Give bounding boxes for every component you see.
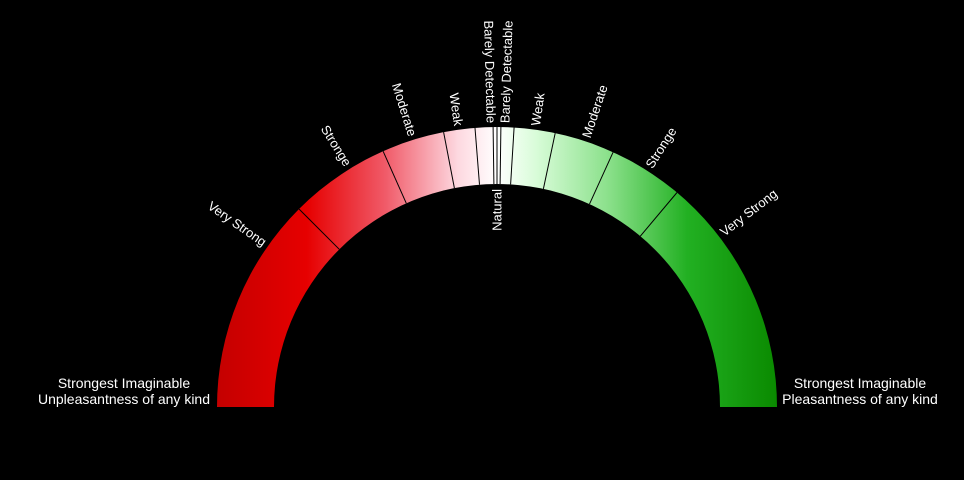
label-right-barely-detectable: Barely Detectable (497, 20, 515, 123)
divider-right-weak (542, 132, 556, 190)
divider-left-weak (474, 127, 480, 185)
right-end-label-line2: Pleasantness of any kind (782, 391, 938, 407)
label-left-moderate: Moderate (389, 81, 420, 138)
segment-dividers (298, 126, 678, 250)
left-end-label-line2: Unpleasantness of any kind (38, 391, 210, 407)
label-left-very-strong: Very Strong (205, 198, 269, 249)
divider-left-moderate (443, 132, 455, 189)
label-left-barely-detectable: Barely Detectable (481, 20, 499, 123)
divider-center-right (499, 126, 502, 185)
divider-left-stronge (382, 150, 407, 204)
label-left-weak: Weak (447, 92, 467, 127)
label-right-weak: Weak (528, 91, 548, 126)
divider-right-stronge (639, 192, 678, 237)
label-right-very-strong: Very Strong (717, 186, 780, 239)
left-end-label-line1: Strongest Imaginable (58, 375, 191, 391)
scale-arc (217, 127, 777, 407)
label-right-moderate: Moderate (579, 83, 611, 140)
label-center-natural: Natural (489, 189, 504, 231)
label-left-stronge: Stronge (318, 122, 355, 169)
divider-right-moderate (589, 151, 614, 205)
right-end-label-line1: Strongest Imaginable (794, 375, 927, 391)
divider-right-barely (510, 127, 515, 185)
label-right-stronge: Stronge (642, 124, 679, 170)
divider-left-very-strong (298, 208, 340, 250)
divider-center-left (492, 126, 495, 185)
